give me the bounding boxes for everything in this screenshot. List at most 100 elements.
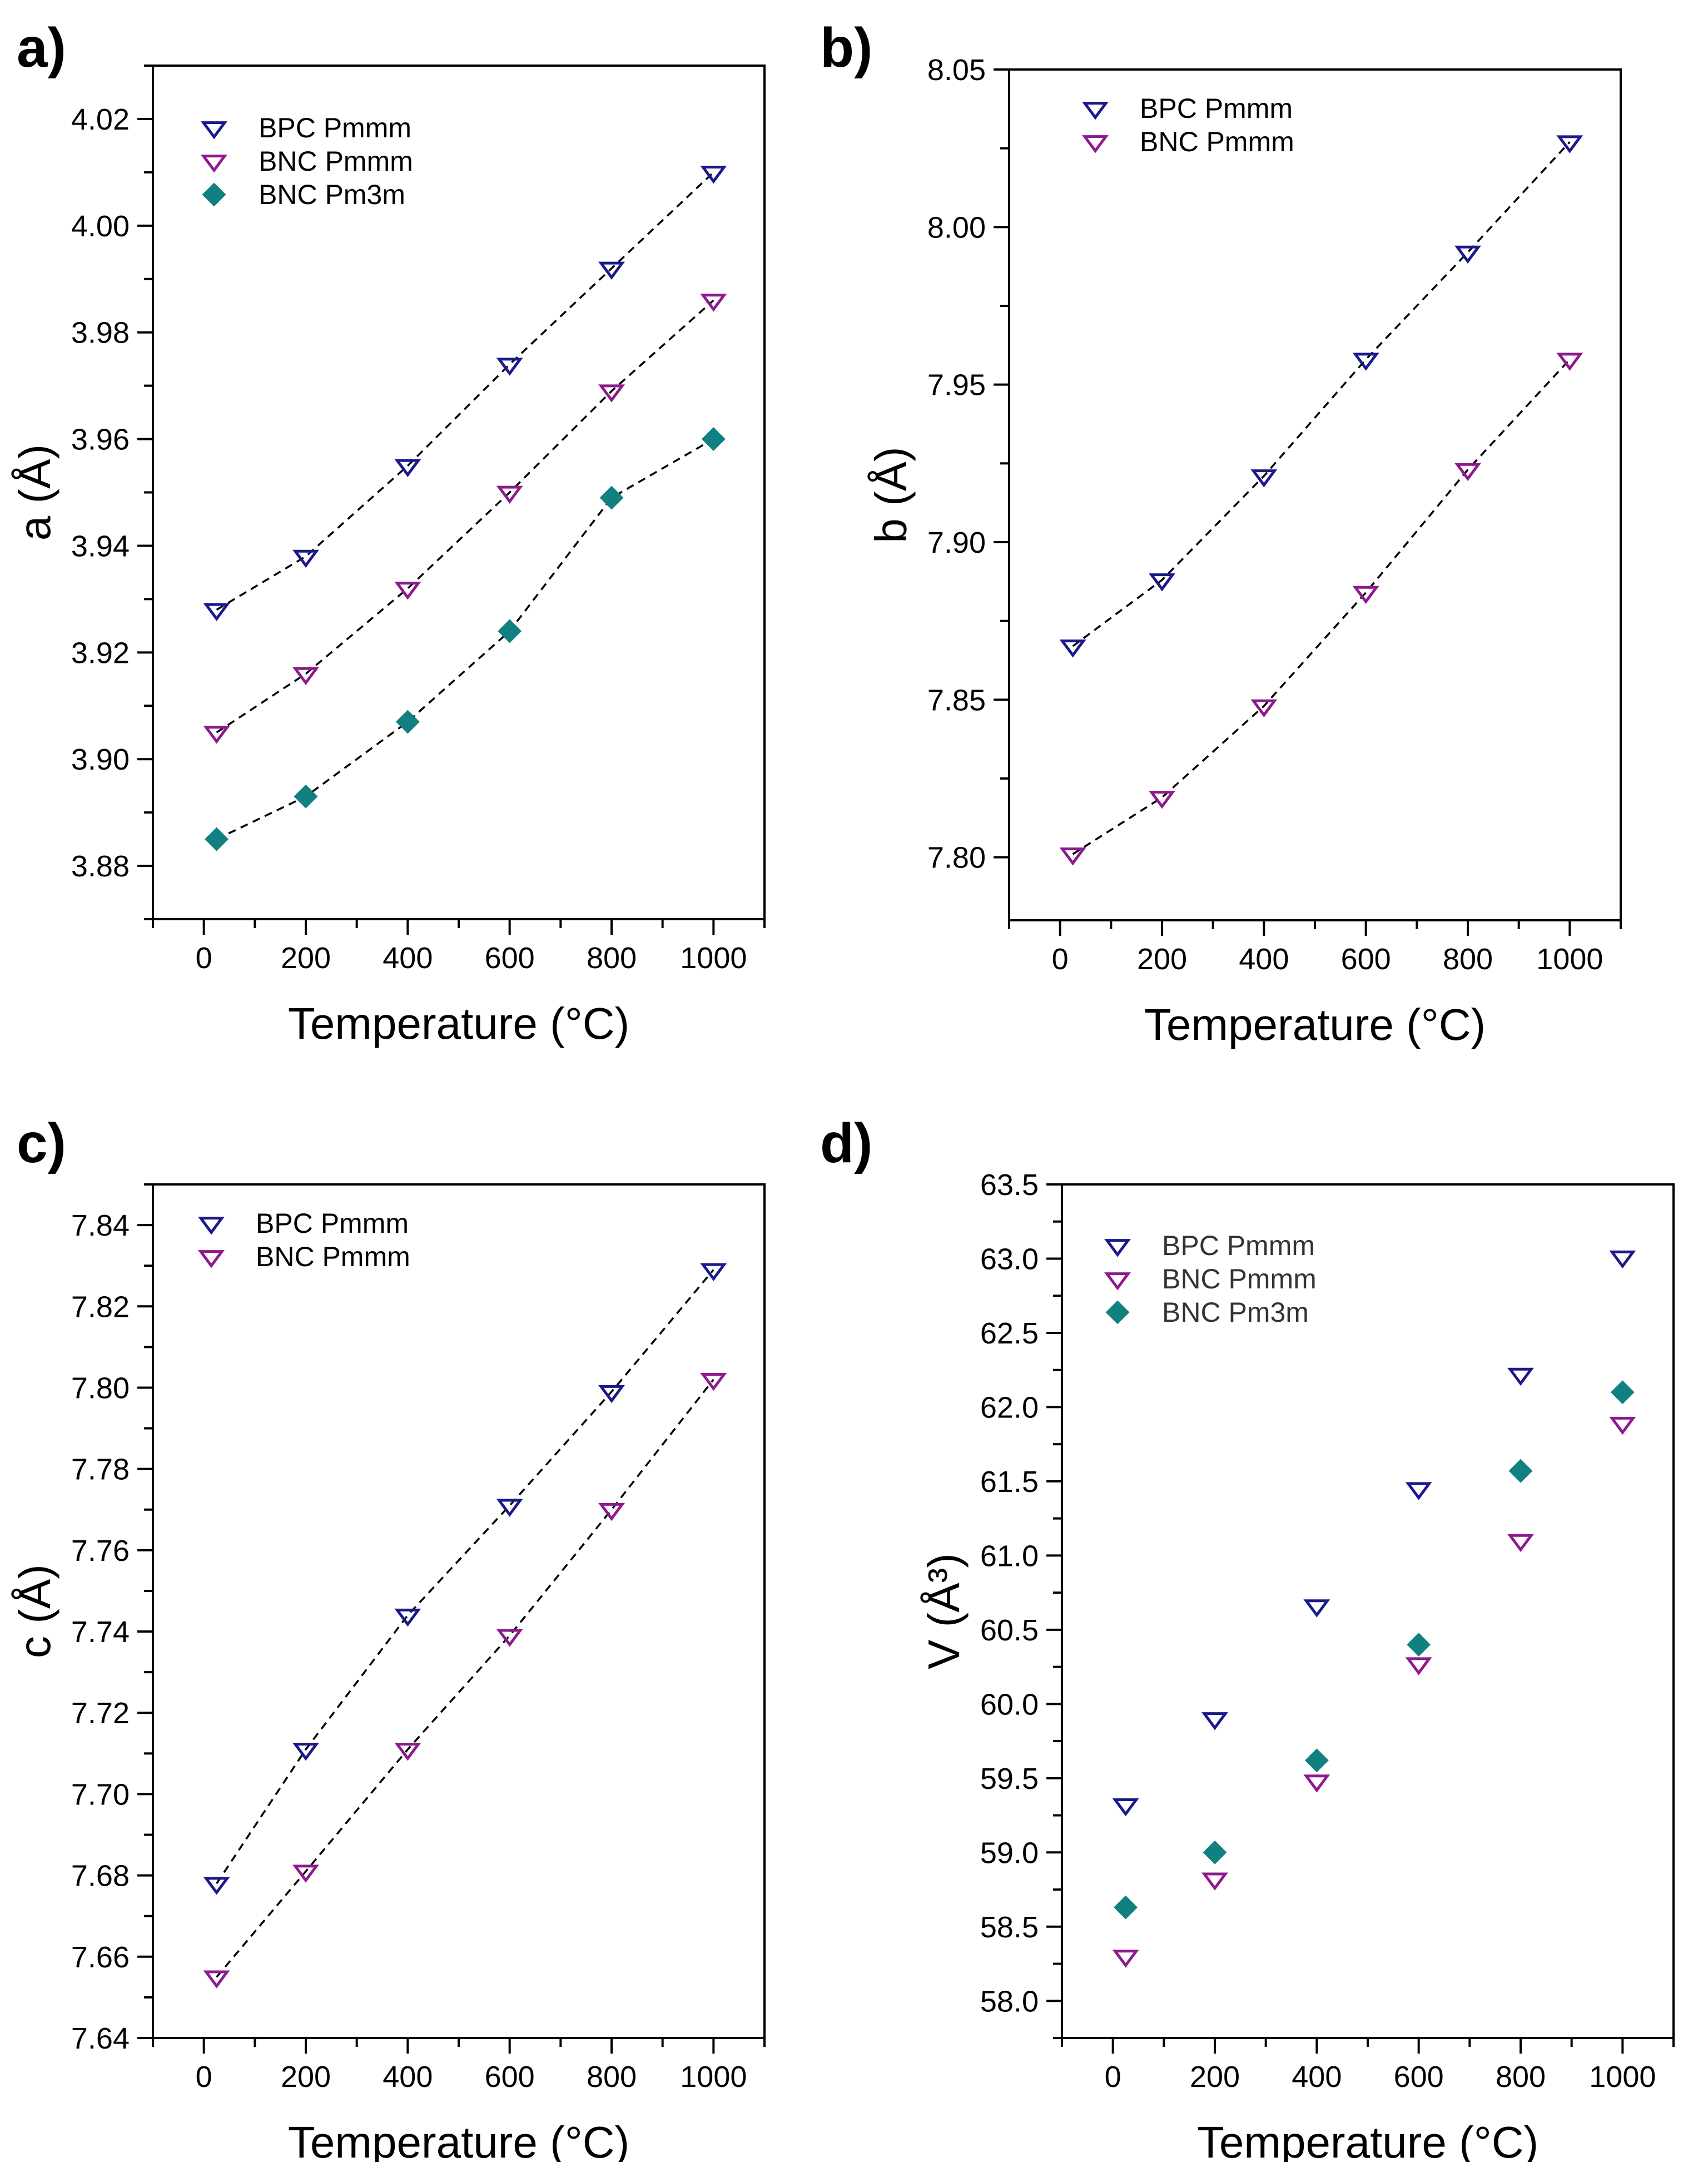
x-tick-label: 800 (1496, 2060, 1546, 2094)
x-tick-label: 800 (587, 941, 637, 975)
chart-0: a) 0 200 400 600 800 1000 3.88 3.90 3.92 3.94 3.96 3… (10, 17, 766, 1048)
x-tick-label: 400 (383, 941, 433, 975)
x-tick-label: 400 (1292, 2060, 1342, 2094)
legend-marker (201, 121, 227, 140)
x-tick-label: 1000 (680, 2060, 747, 2094)
series-1 (203, 1372, 727, 1989)
data-point (496, 1629, 523, 1647)
y-tick-label: 59.5 (980, 1762, 1039, 1796)
data-point (1609, 1416, 1636, 1435)
data-point (1556, 353, 1583, 371)
x-tick-label: 0 (1105, 2060, 1121, 2094)
x-tick-label: 600 (485, 941, 535, 975)
y-tick-label: 4.00 (71, 210, 130, 243)
data-point (1352, 353, 1379, 371)
data-point (1405, 1482, 1432, 1500)
data-point (395, 710, 420, 734)
x-tick-label: 800 (587, 2060, 637, 2094)
series-2 (1114, 1380, 1635, 1920)
y-tick-label: 7.90 (927, 526, 986, 559)
data-point (394, 1743, 421, 1761)
data-point (1149, 573, 1175, 592)
legend-label: BPC Pmmm (1162, 1230, 1315, 1261)
data-point (700, 165, 727, 184)
y-tick-label: 7.80 (927, 841, 986, 875)
data-point (598, 1503, 625, 1521)
y-tick-label: 3.94 (71, 529, 130, 563)
y-tick-label: 7.68 (71, 1859, 130, 1893)
data-point (292, 1743, 319, 1761)
data-point (1201, 1712, 1228, 1730)
y-tick-label: 59.0 (980, 1836, 1039, 1870)
data-point (1507, 1534, 1534, 1553)
fit-line (216, 1269, 714, 1885)
y-tick-label: 61.0 (980, 1539, 1039, 1573)
data-point (1405, 1657, 1432, 1675)
data-point (1556, 135, 1583, 153)
y-tick-label: 7.64 (71, 2022, 130, 2055)
chart-1: b) 0 200 400 600 800 1000 7.80 7.85 7.90 7.95 8.00 8… (820, 17, 1622, 1049)
data-point (1508, 1459, 1533, 1483)
y-tick-label: 3.98 (71, 316, 130, 350)
y-tick-label: 8.00 (927, 211, 986, 244)
data-point (598, 261, 625, 280)
y-tick-label: 8.05 (927, 53, 986, 87)
data-point (1303, 1774, 1330, 1793)
y-tick-label: 7.84 (71, 1209, 130, 1242)
x-tick-label: 0 (1052, 943, 1069, 976)
data-point (292, 549, 319, 568)
legend-label: BNC Pmmm (259, 146, 413, 177)
data-point (598, 1385, 625, 1404)
data-point (1250, 469, 1278, 488)
data-point (1059, 847, 1086, 866)
y-tick-label: 7.74 (71, 1615, 130, 1649)
y-tick-label: 58.0 (980, 1985, 1039, 2018)
legend-label: BNC Pm3m (259, 179, 405, 210)
legend-marker (198, 1217, 225, 1235)
data-point (1304, 1748, 1329, 1773)
x-tick-label: 0 (196, 941, 212, 975)
fit-line (216, 1378, 714, 1978)
series-1 (203, 294, 727, 744)
legend-marker (1105, 1300, 1130, 1325)
y-tick-label: 61.5 (980, 1465, 1039, 1499)
y-tick-label: 7.66 (71, 1941, 130, 1974)
y-axis-label: b (Å) (866, 447, 916, 543)
x-tick-label: 400 (383, 2060, 433, 2094)
x-tick-label: 0 (196, 2060, 212, 2094)
y-tick-label: 7.95 (927, 369, 986, 402)
x-tick-label: 400 (1239, 943, 1289, 976)
fit-line (216, 299, 714, 733)
panel-letter: d) (820, 1112, 872, 1174)
data-point (203, 726, 230, 744)
data-point (1112, 1798, 1139, 1817)
chart-3: d) 0 200 400 600 800 1000 58.0 58.5 59.0 59.5 60.0 6… (820, 1112, 1675, 2162)
y-tick-label: 60.0 (980, 1688, 1039, 1721)
data-point (203, 1970, 230, 1989)
legend-label: BPC Pmmm (259, 112, 411, 143)
legend-marker (1082, 135, 1109, 153)
legend-marker (198, 1250, 225, 1268)
x-tick-label: 200 (281, 2060, 331, 2094)
series-1 (1059, 353, 1583, 866)
data-point (1112, 1950, 1139, 1968)
data-point (1407, 1633, 1431, 1657)
plot-frame (152, 65, 766, 920)
x-tick-label: 1000 (1589, 2060, 1656, 2094)
data-point (1609, 1250, 1636, 1269)
data-point (700, 294, 727, 312)
data-point (1454, 463, 1481, 482)
data-point (394, 1608, 421, 1627)
data-point (1114, 1895, 1138, 1920)
series-1 (1112, 1416, 1636, 1968)
data-point (1303, 1599, 1330, 1618)
y-tick-label: 3.92 (71, 636, 130, 670)
data-point (1352, 586, 1379, 604)
x-tick-label: 200 (1137, 943, 1187, 976)
legend-marker (1104, 1272, 1131, 1291)
x-axis-label: Temperature (°C) (1197, 2118, 1538, 2162)
data-point (599, 485, 624, 510)
data-point (1203, 1840, 1227, 1865)
legend-label: BPC Pmmm (256, 1208, 409, 1239)
